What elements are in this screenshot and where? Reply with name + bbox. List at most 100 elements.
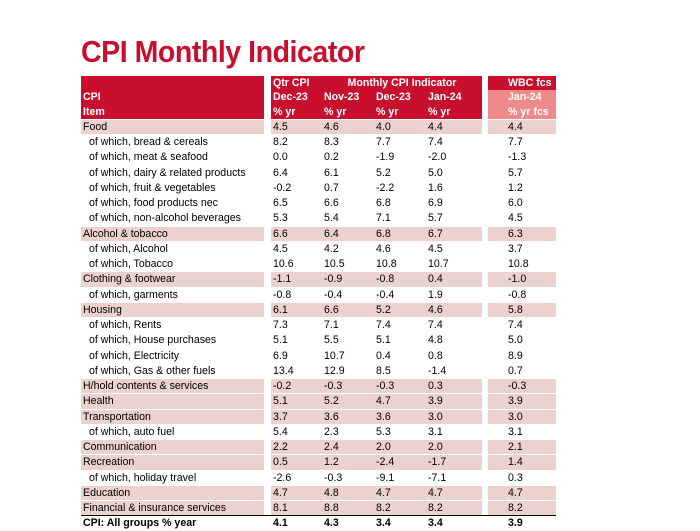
table-row: Financial & insurance services 8.1 8.8 8.2 8… [81,500,556,516]
table-row: of which, bread & cereals 8.2 8.3 7.7 7.4 7.7 [81,134,556,150]
forecast-cell: 2.1 [488,440,556,455]
row-label: of which, fruit & vegetables [89,181,216,194]
header-m3-unit: % yr [426,104,482,119]
value-cell: 3.7 [271,409,322,424]
header-m1-unit: % yr [322,104,374,119]
value-cell: 2.4 [322,440,374,455]
value-cell: 6.6 [271,226,322,241]
table-row: of which, Tobacco 10.6 10.5 10.8 10.7 10.8 [81,256,556,272]
forecast-cell: 10.8 [488,257,556,272]
value-cell: 0.7 [324,181,339,194]
header-qtr-unit: % yr [271,104,322,119]
row-label: of which, auto fuel [89,425,175,438]
table-row: H/hold contents & services -0.2 -0.3 -0.3 0.… [81,378,556,394]
value-cell: 4.4 [426,119,482,134]
row-label: of which, House purchases [89,334,217,347]
forecast-cell: 3.0 [488,409,556,424]
forecast-cell: 3.9 [508,517,523,530]
value-cell: 0.0 [273,151,288,164]
value-cell: -2.0 [428,151,447,164]
value-cell: 10.8 [376,258,397,270]
value-cell: 7.4 [428,319,443,331]
value-cell: 6.7 [426,226,482,241]
forecast-cell: 8.9 [488,348,556,363]
value-cell: 3.6 [322,409,374,424]
header-wbc-fcs: WBC fcs [488,76,556,91]
value-cell: -9.1 [376,471,395,484]
value-cell: 10.7 [428,258,449,270]
value-cell: -0.4 [376,288,395,301]
value-cell: 7.1 [376,212,391,225]
page-title: CPI Monthly Indicator [81,34,365,69]
value-cell: 6.6 [324,197,339,209]
header-qtr-date: Dec-23 [271,90,322,105]
header-month-3: Jan-24 [426,90,482,105]
value-cell: 0.3 [426,379,482,394]
row-label: of which, meat & seafood [89,151,208,164]
value-cell: -0.3 [322,379,374,394]
row-label: CPI: All groups % year [83,517,197,530]
value-cell: -0.2 [271,379,322,394]
forecast-cell: 1.4 [488,455,556,470]
row-label: Food [81,119,264,134]
value-cell: 4.3 [324,517,339,530]
row-label: Transportation [81,409,264,424]
value-cell: 4.7 [426,485,482,500]
value-cell: 4.7 [271,485,322,500]
table-row: of which, Rents 7.3 7.1 7.4 7.4 7.4 [81,317,556,333]
value-cell: 6.9 [428,197,443,209]
value-cell: 5.2 [374,302,426,317]
forecast-cell: 4.4 [488,119,556,134]
row-label: Communication [81,440,264,455]
value-cell: 5.1 [273,334,288,347]
forecast-cell: 5.0 [488,333,556,348]
header-row-2: CPI Dec-23 Nov-23 Dec-23 Jan-24 Jan-24 [81,90,556,105]
value-cell: 4.2 [324,242,339,255]
cpi-table: Qtr CPI Monthly CPI Indicator WBC fcs CP… [81,76,556,531]
value-cell: 10.5 [324,258,345,270]
forecast-cell: 0.3 [488,470,556,485]
value-cell: 6.4 [273,166,288,179]
forecast-cell: 8.2 [488,501,556,516]
value-cell: -1.7 [426,455,482,470]
value-cell: 3.1 [428,425,443,438]
row-label: of which, bread & cereals [89,136,208,148]
row-label: of which, holiday travel [89,471,197,484]
row-label: Financial & insurance services [81,501,264,516]
value-cell: 2.2 [271,440,322,455]
value-cell: 3.9 [426,394,482,409]
value-cell: 8.2 [426,501,482,516]
value-cell: 7.1 [324,319,339,331]
value-cell: 4.7 [374,394,426,409]
forecast-cell: 3.1 [488,424,556,439]
table-body: Food 4.5 4.6 4.0 4.4 4.4 of which, bread & cer… [81,118,556,531]
value-cell: 4.8 [322,485,374,500]
forecast-cell: 6.0 [488,196,556,211]
value-cell: 1.9 [428,288,443,301]
value-cell: 5.0 [428,166,443,179]
value-cell: 6.8 [376,197,391,209]
value-cell: 10.6 [273,258,294,270]
value-cell: 6.1 [271,302,322,317]
row-label: of which, Electricity [89,349,180,362]
value-cell: 5.1 [271,394,322,409]
value-cell: 1.6 [428,181,443,194]
value-cell: 4.5 [271,119,322,134]
value-cell: 5.3 [376,425,391,438]
value-cell: 8.1 [271,501,322,516]
row-label: of which, Gas & other fuels [89,364,216,377]
table-row: Transportation 3.7 3.6 3.6 3.0 3.0 [81,408,556,424]
value-cell: -0.8 [273,288,292,301]
value-cell: 6.6 [322,302,374,317]
row-label: of which, non-alcohol beverages [89,212,241,225]
value-cell: 4.5 [428,242,443,255]
table-row: Food 4.5 4.6 4.0 4.4 4.4 [81,118,556,134]
value-cell: 3.0 [426,409,482,424]
forecast-cell: 5.8 [488,302,556,317]
forecast-cell: -1.0 [488,272,556,287]
value-cell: 5.1 [376,334,391,347]
table-row: Communication 2.2 2.4 2.0 2.0 2.1 [81,439,556,455]
value-cell: -0.4 [324,288,343,301]
row-label: of which, dairy & related products [89,166,246,179]
value-cell: -0.2 [273,181,292,194]
